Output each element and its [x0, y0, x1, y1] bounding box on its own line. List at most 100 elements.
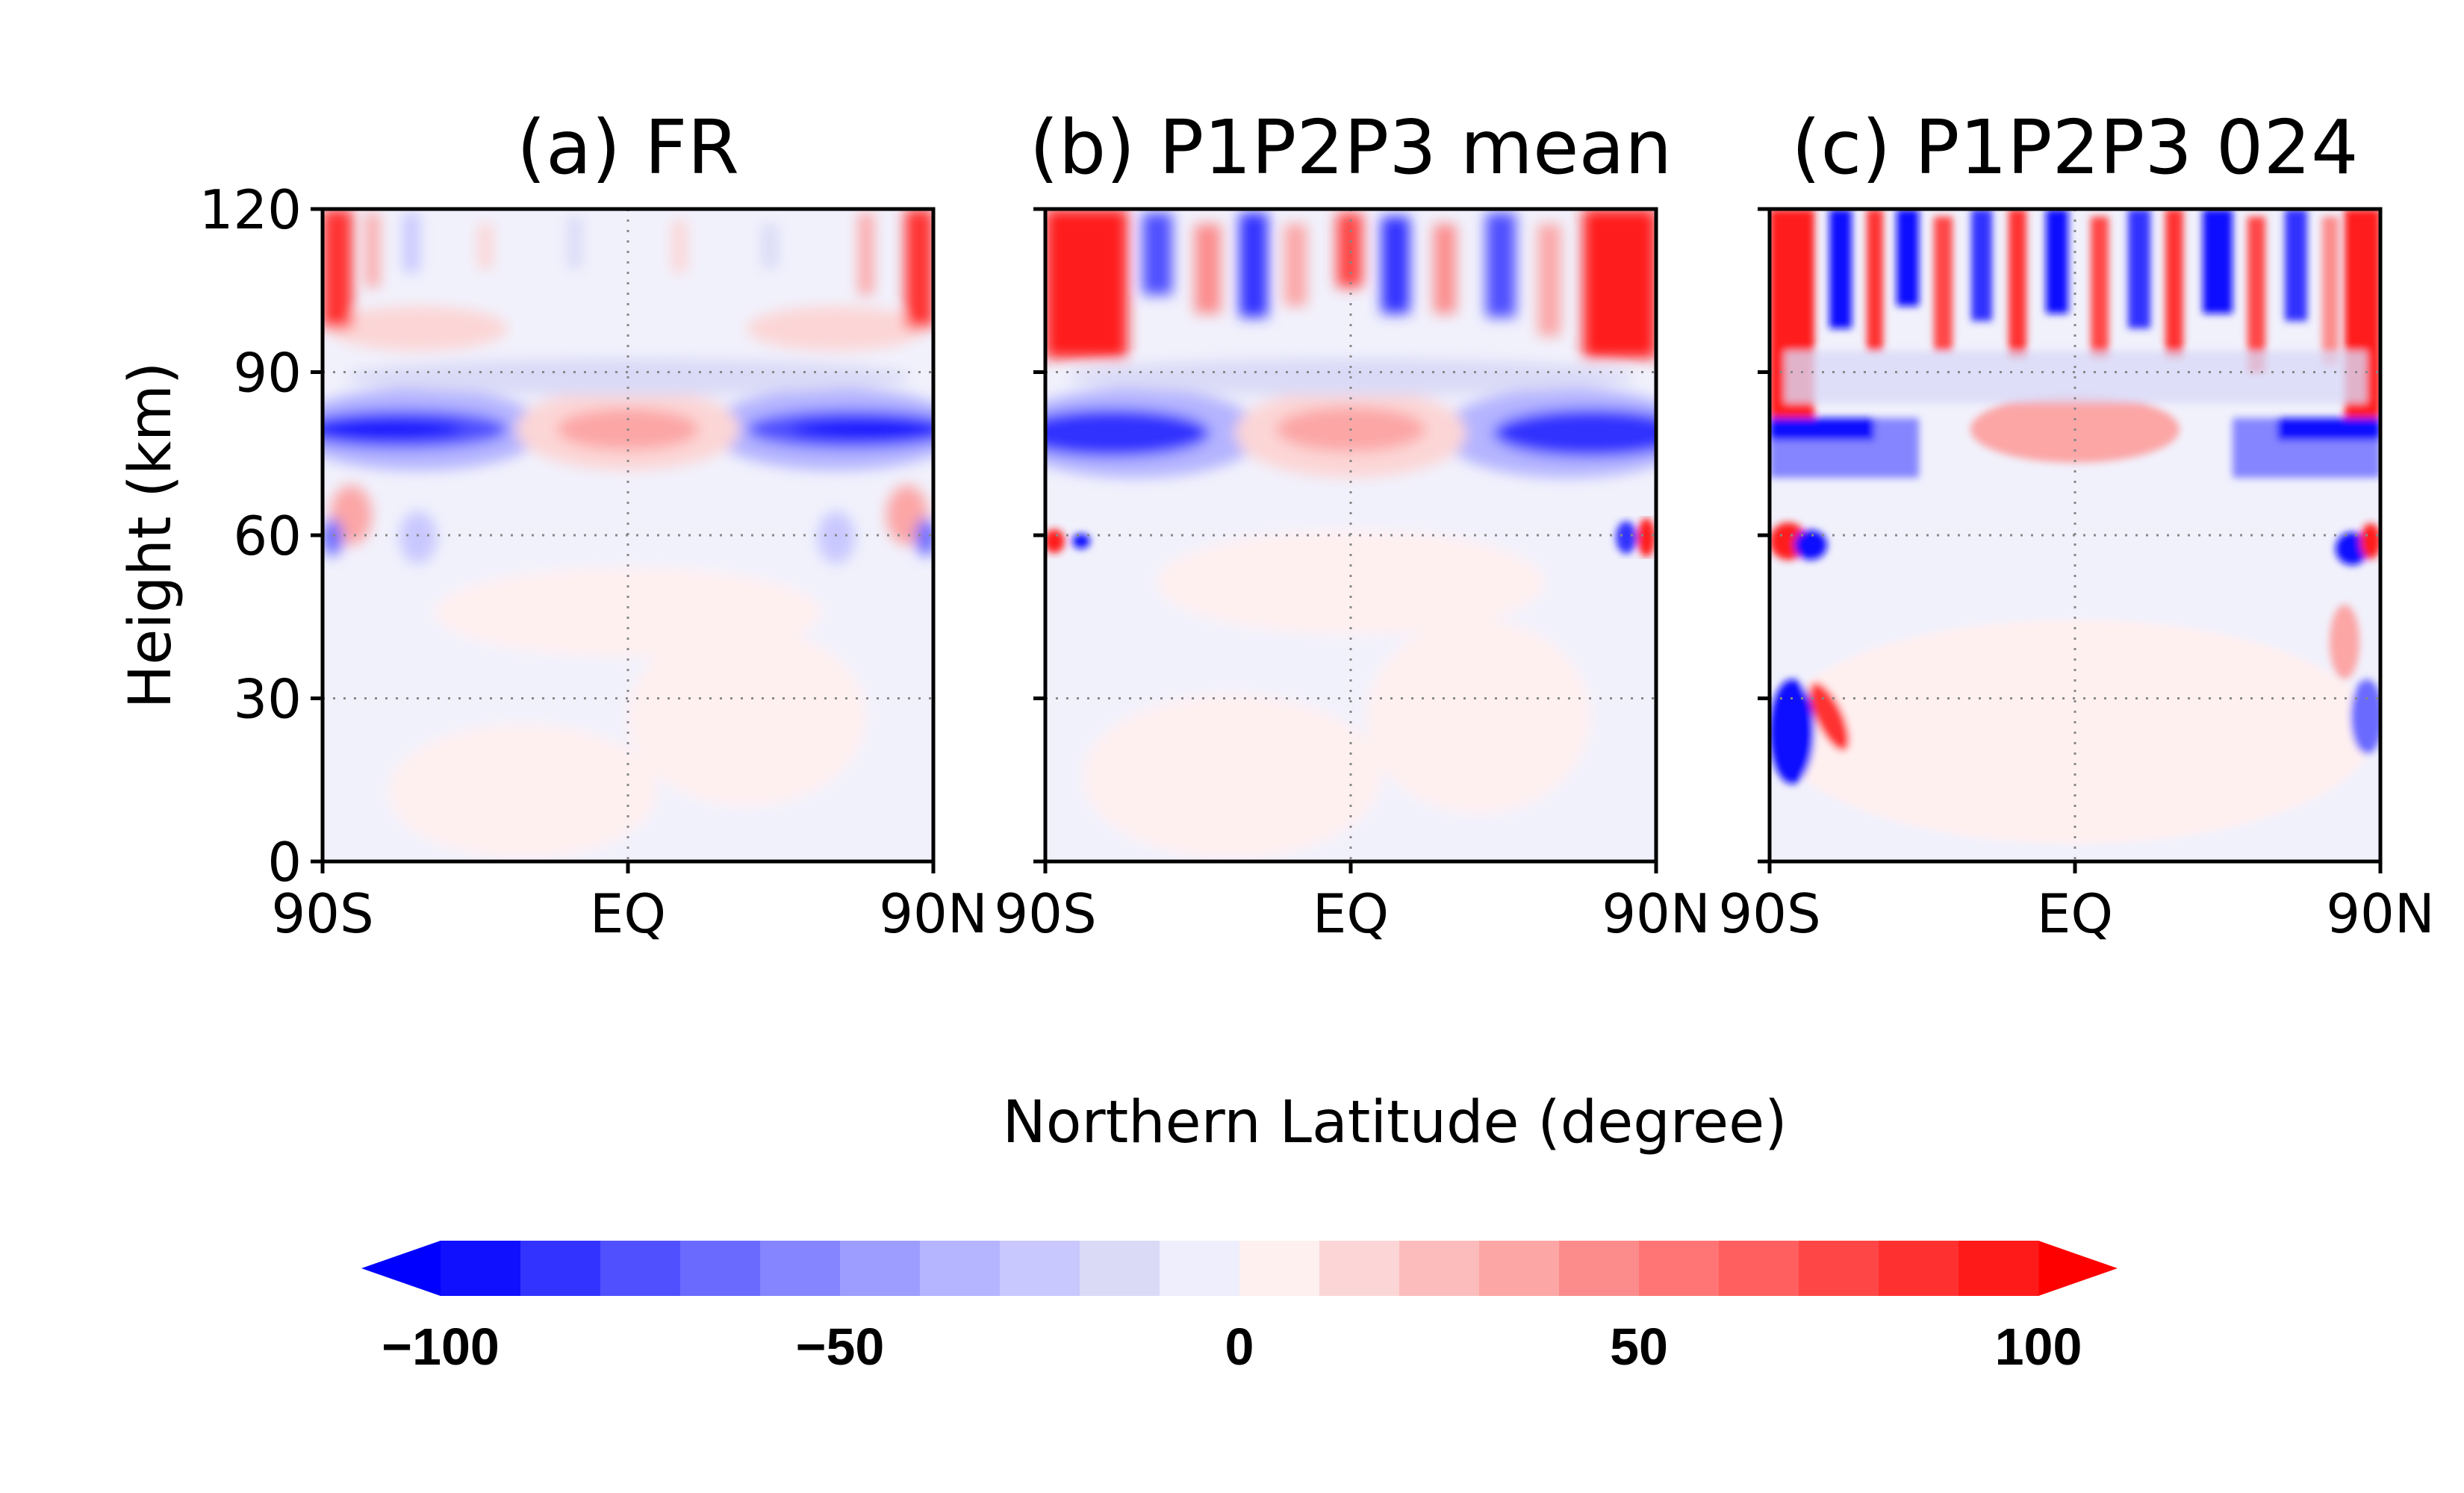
panel-b-top-streak-6 — [1381, 216, 1410, 314]
colorbar: −100 −50 0 50 100 — [361, 1241, 2118, 1376]
panel-c: (c) P1P2P3 024 — [1770, 104, 2380, 861]
y-tick-label: 30 — [233, 668, 302, 731]
panel-b-low-red-3 — [1157, 530, 1545, 635]
colorbar-swatch — [1160, 1241, 1240, 1296]
panel-c-60km-red-n — [2360, 523, 2380, 559]
colorbar-tick-label: −100 — [382, 1318, 500, 1376]
panel-a-top-streak-3 — [478, 224, 493, 269]
panel-a-top-streak-7 — [859, 213, 874, 295]
panel-a-80km-core-n — [791, 420, 933, 438]
panel-a-60km-blue-n — [915, 519, 933, 556]
panel-c-top-streak-11 — [2203, 209, 2233, 314]
panel-b-top-streak-9 — [1538, 224, 1561, 336]
panel-b-80km-band-s — [1045, 409, 1210, 457]
panel-c-top-streak-12 — [2247, 216, 2265, 373]
y-tick-label: 0 — [267, 831, 302, 894]
colorbar-swatch — [600, 1241, 681, 1296]
panel-b-title: (b) P1P2P3 mean — [1030, 104, 1672, 191]
panel-b-top-streak-5 — [1337, 213, 1363, 287]
colorbar-swatch — [1559, 1241, 1640, 1296]
panel-c-top-streak-4 — [1934, 216, 1953, 351]
colorbar-swatch — [1319, 1241, 1400, 1296]
colorbar-swatch — [1799, 1241, 1879, 1296]
panel-c-low-red-s — [1809, 682, 1849, 751]
y-tick-label: 60 — [233, 505, 302, 567]
panel-b-axes: 90S EQ 90N — [994, 207, 1711, 945]
panel-b-low-red-2 — [1366, 620, 1590, 814]
colorbar-swatch — [1000, 1241, 1080, 1296]
colorbar-swatch — [520, 1241, 601, 1296]
panel-b-80km-band-n — [1493, 409, 1656, 457]
panel-a-low-red-1 — [388, 724, 657, 858]
panel-c-top-streak-10 — [2165, 209, 2183, 358]
panel-c-axes: 90S EQ 90N — [1718, 207, 2435, 945]
panel-c-top-streak-9 — [2128, 209, 2150, 328]
colorbar-tick-label: 100 — [1995, 1318, 2082, 1376]
colorbar-extend-high — [2038, 1241, 2118, 1296]
panel-a-top-red-n — [905, 209, 933, 328]
panel-a-60km-lblue-s — [399, 511, 437, 564]
colorbar-swatch — [1239, 1241, 1320, 1296]
x-tick-label: 90S — [994, 882, 1096, 945]
panel-a-low-red-2 — [627, 627, 866, 806]
colorbar-swatch — [1879, 1241, 1959, 1296]
panel-b-top-streak-2 — [1195, 224, 1221, 314]
colorbar-swatch — [1639, 1241, 1720, 1296]
colorbar-tick-label: 0 — [1225, 1318, 1254, 1376]
colorbar-tick-label: 50 — [1610, 1318, 1668, 1376]
x-tick-label: EQ — [590, 882, 666, 945]
colorbar-swatch — [760, 1241, 841, 1296]
panel-a-60km-lblue-n — [818, 511, 855, 564]
panel-b-top-streak-4 — [1284, 224, 1307, 306]
x-tick-label: 90N — [879, 882, 987, 945]
panel-b-60km-blue-s — [1072, 534, 1090, 549]
panel-b-60km-red-s — [1045, 529, 1065, 553]
colorbar-swatch — [1479, 1241, 1560, 1296]
panel-c-top-streak-13 — [2285, 209, 2307, 321]
panel-b-60km-blue-n — [1616, 521, 1637, 554]
panel-c-top-streak-8 — [2091, 216, 2109, 358]
panel-c-top-streak-2 — [1867, 209, 1883, 351]
panel-a-low-red-3 — [434, 567, 822, 657]
y-tick-label: 90 — [233, 342, 302, 405]
panel-a-top-streak-4 — [567, 216, 582, 269]
colorbar-tick-label: −50 — [796, 1318, 885, 1376]
colorbar-swatch — [1719, 1241, 1799, 1296]
panel-a-95km-red-n — [747, 306, 926, 351]
panel-a-axes: 0 30 60 90 120 90S EQ 90N — [199, 178, 988, 945]
panel-c-top-streak-3 — [1897, 209, 1919, 306]
x-tick-label: 90N — [1602, 882, 1710, 945]
x-tick-label: 90N — [2326, 882, 2434, 945]
colorbar-swatch — [1399, 1241, 1480, 1296]
y-axis-label: Height (km) — [117, 362, 184, 709]
panel-b-top-streak-1 — [1142, 213, 1172, 295]
panel-c-top-streak-5 — [1971, 209, 1992, 321]
panel-c-low-red-n — [2330, 605, 2359, 679]
panel-b-60km-red-n — [1637, 518, 1655, 557]
colorbar-swatch — [1080, 1241, 1160, 1296]
panel-c-60km-blue-s — [1794, 530, 1827, 560]
colorbar-swatch — [840, 1241, 921, 1296]
panel-c-80km-core-s — [1770, 418, 1874, 440]
x-axis-label: Northern Latitude (degree) — [1002, 1089, 1787, 1156]
panel-c-80km-core-n — [2277, 418, 2380, 440]
panel-b-top-red-s — [1045, 209, 1127, 358]
panel-c-title: (c) P1P2P3 024 — [1791, 104, 2358, 191]
panel-c-field — [1770, 209, 2380, 861]
panel-c-low-blue-s — [1770, 679, 1814, 784]
panel-b-top-streak-8 — [1486, 213, 1516, 317]
panel-c-low-blue-n — [2351, 679, 2380, 754]
colorbar-swatch — [1959, 1241, 2039, 1296]
panel-b-top-streak-7 — [1434, 224, 1456, 314]
panel-c-top-streak-7 — [2046, 209, 2068, 314]
panel-a-top-streak-6 — [762, 224, 778, 269]
panel-a-top-streak-2 — [403, 213, 420, 272]
panel-c-top-streak-1 — [1829, 209, 1852, 328]
panel-a-60km-blue-s — [323, 519, 343, 556]
panel-a-80km-core-s — [323, 420, 463, 438]
panel-a-title: (a) FR — [517, 104, 739, 191]
x-tick-label: EQ — [1313, 882, 1389, 945]
panel-a-top-streak-5 — [672, 220, 687, 272]
